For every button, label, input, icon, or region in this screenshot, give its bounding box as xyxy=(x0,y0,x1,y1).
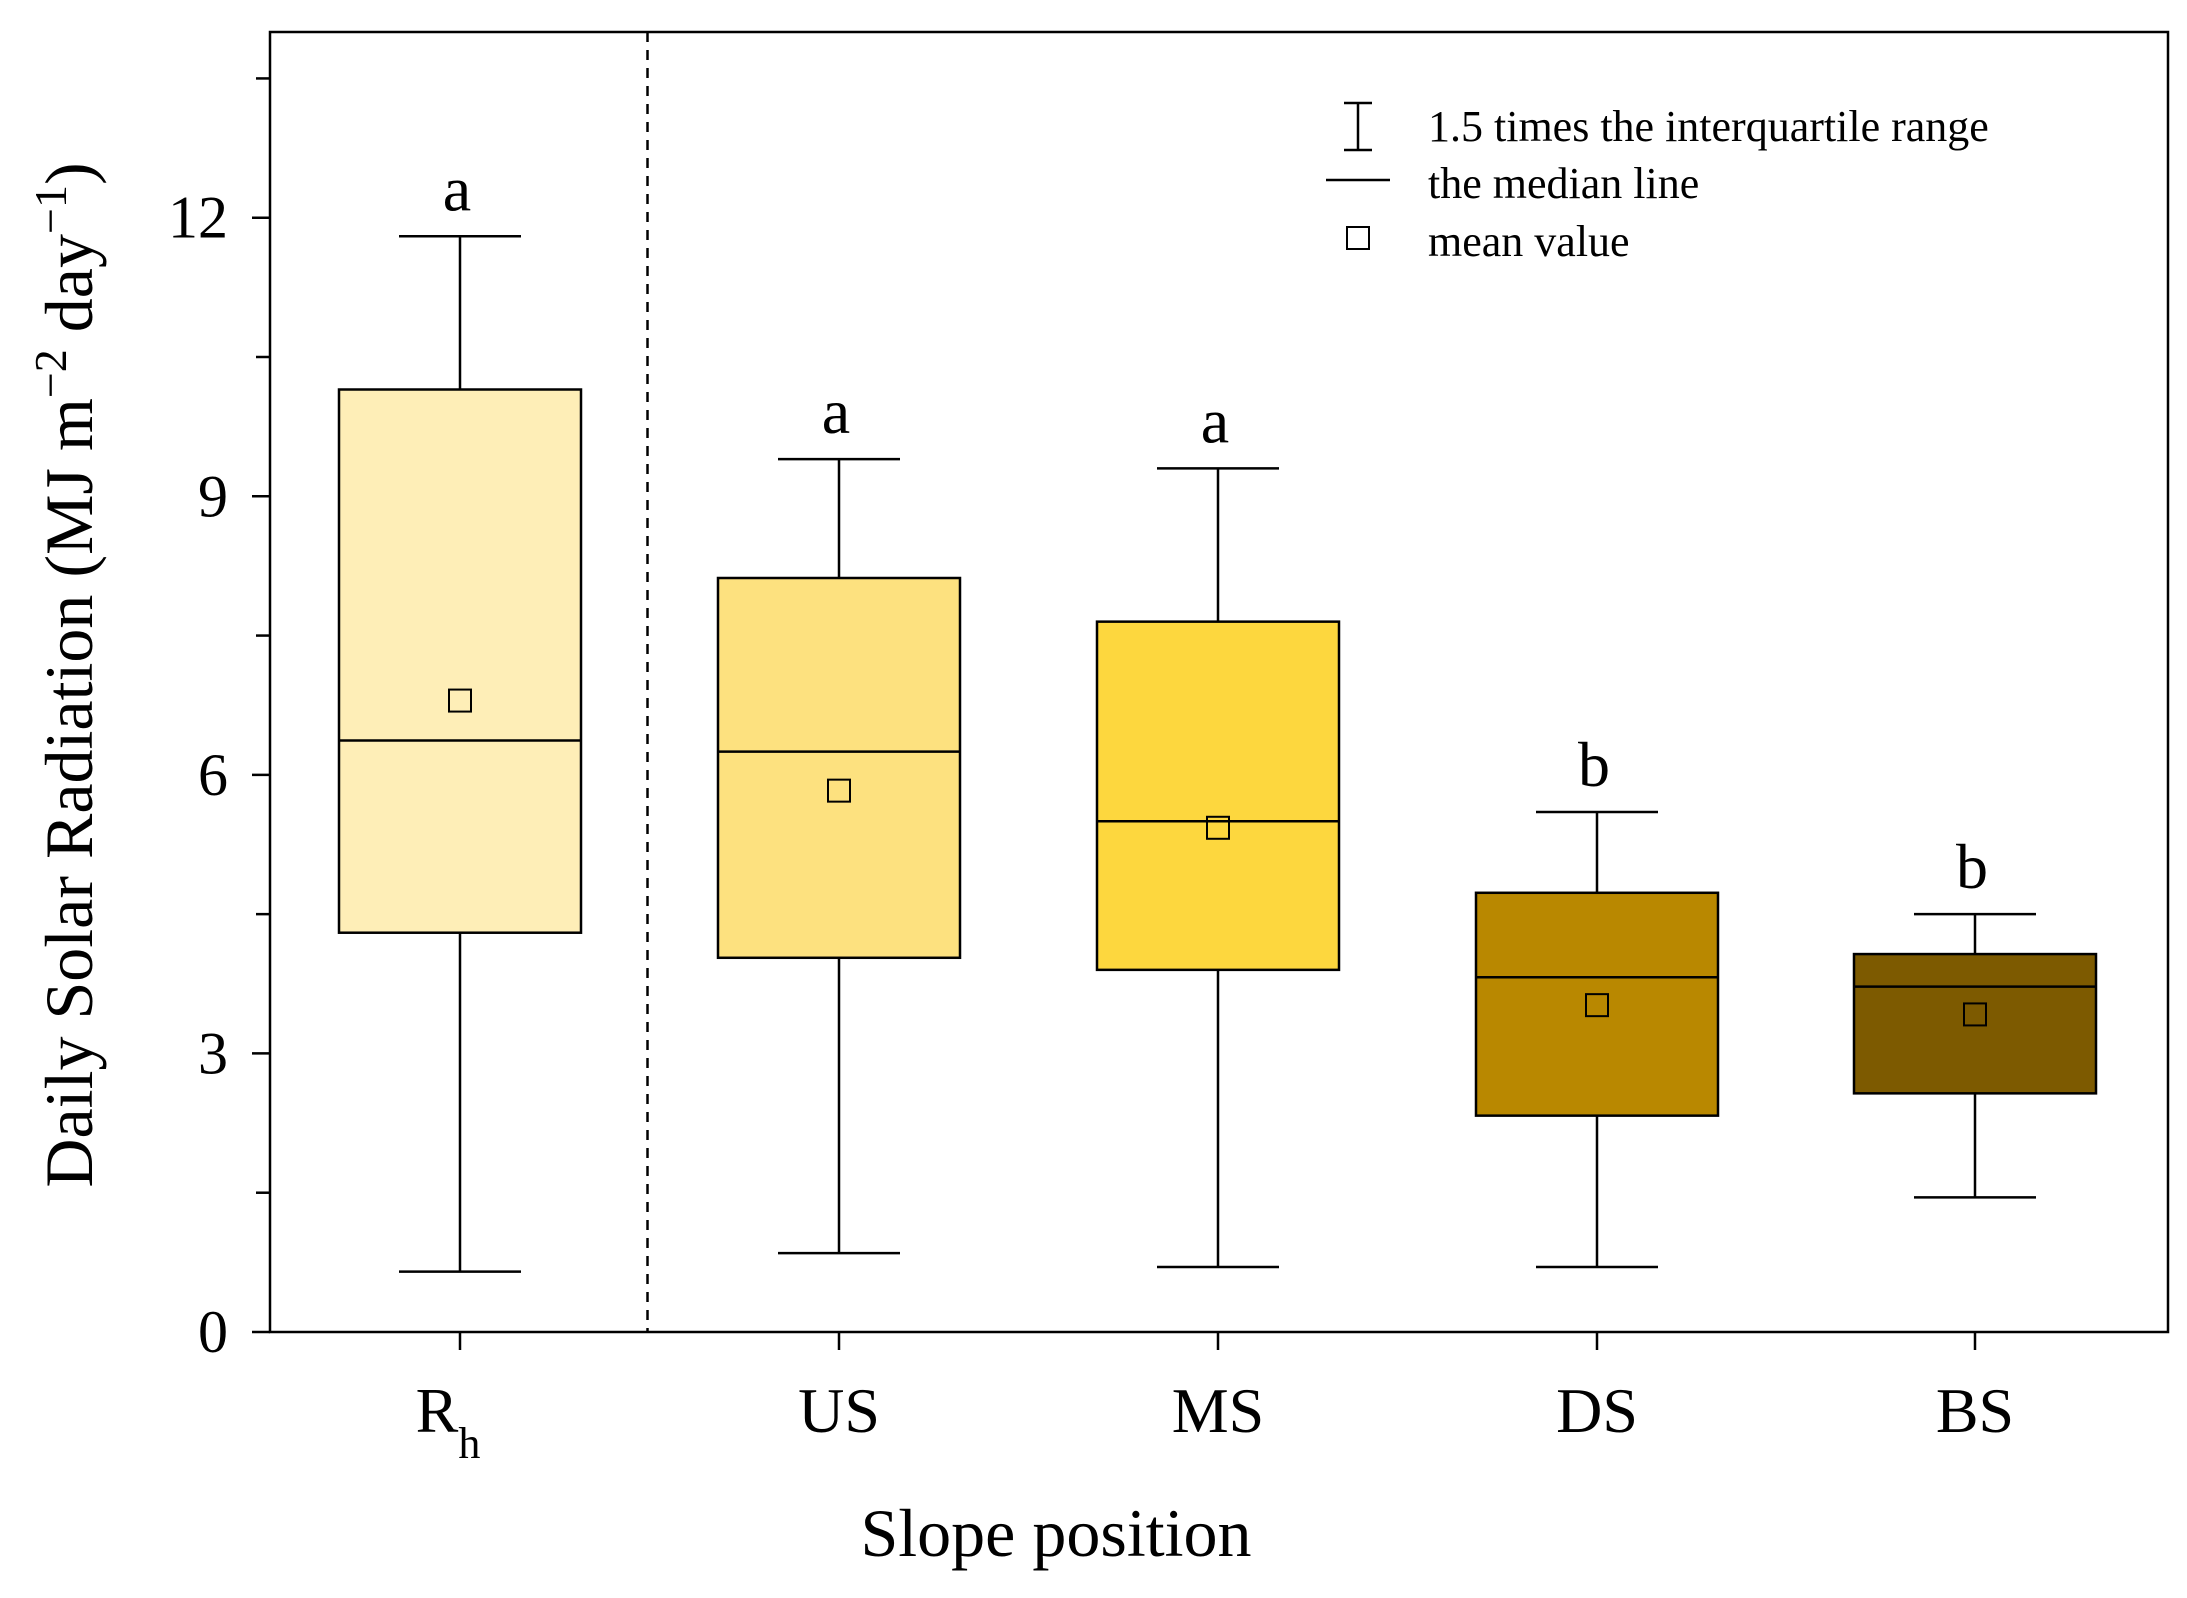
box-iqr xyxy=(1852,952,2098,1095)
y-tick-label: 3 xyxy=(198,1020,228,1086)
x-tick-label: Rh xyxy=(416,1375,481,1468)
significance-letter: a xyxy=(443,153,471,224)
mean-marker xyxy=(827,778,851,803)
y-tick-label: 6 xyxy=(198,742,228,808)
box-iqr xyxy=(1095,620,1341,972)
significance-letter: b xyxy=(1578,729,1610,800)
significance-letter: a xyxy=(1201,385,1229,456)
mean-marker xyxy=(1206,815,1230,840)
y-axis-label: Daily Solar Radiation (MJ m−2 day−1) xyxy=(25,162,107,1187)
x-axis-label: Slope position xyxy=(860,1495,1251,1571)
legend-label: mean value xyxy=(1428,217,1630,266)
box-iqr xyxy=(1474,891,1720,1117)
x-tick-label: DS xyxy=(1556,1375,1638,1446)
significance-letter: b xyxy=(1956,831,1988,902)
y-tick-label: 0 xyxy=(198,1299,228,1365)
legend: 1.5 times the interquartile range the med… xyxy=(1326,101,1989,266)
y-tick-label: 12 xyxy=(168,185,228,251)
mean-marker xyxy=(1585,993,1609,1018)
x-tick-label: US xyxy=(798,1375,880,1446)
box-iqr xyxy=(337,388,583,934)
mean-marker xyxy=(1963,1002,1987,1027)
plot-marks: a a a b b xyxy=(337,153,2098,1273)
y-tick-label: 9 xyxy=(198,463,228,529)
legend-label: the median line xyxy=(1428,159,1699,208)
axis-labels: Slope position Daily Solar Radiation (MJ… xyxy=(25,162,1252,1571)
box-iqr xyxy=(716,576,962,960)
mean-marker xyxy=(448,688,472,713)
legend-label: 1.5 times the interquartile range xyxy=(1428,102,1989,151)
significance-letter: a xyxy=(822,376,850,447)
x-tick-label: MS xyxy=(1172,1375,1265,1446)
x-tick-label: BS xyxy=(1936,1375,2014,1446)
legend-mean-icon xyxy=(1346,226,1370,250)
